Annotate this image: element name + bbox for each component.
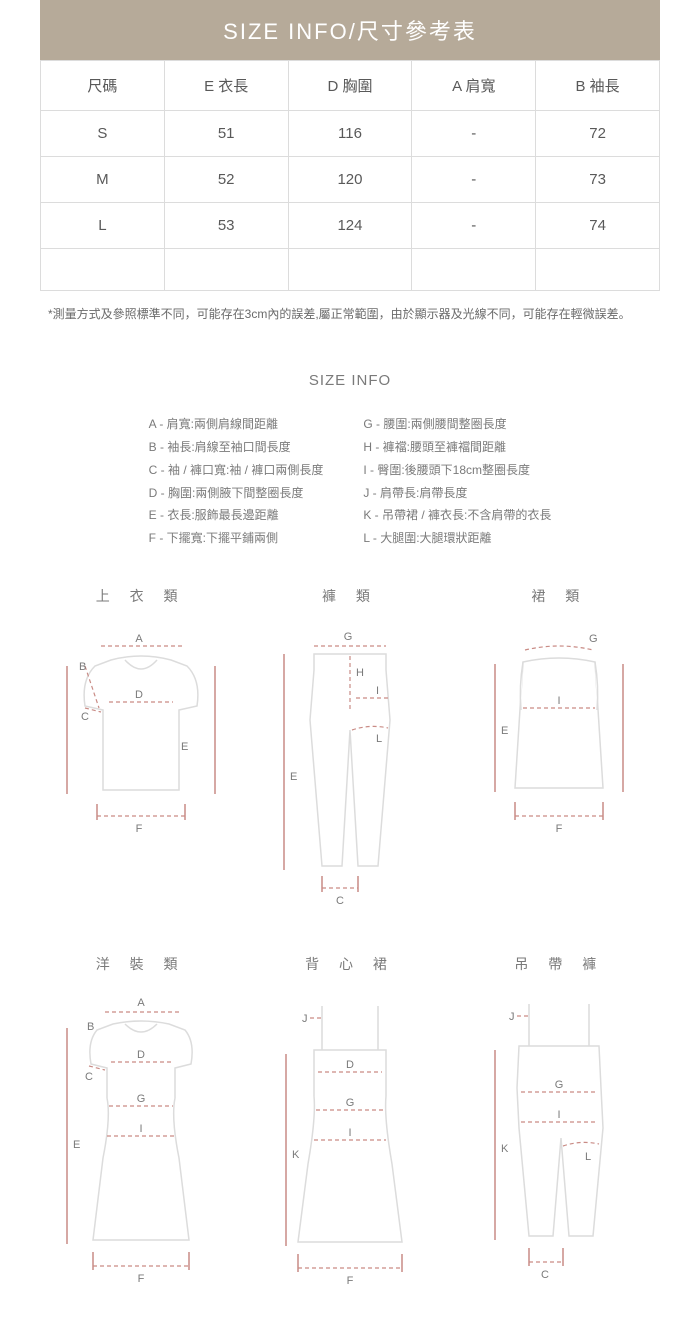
- table-cell: 51: [164, 111, 288, 157]
- table-cell: 120: [288, 157, 412, 203]
- svg-text:I: I: [139, 1123, 142, 1135]
- legend-item: L - 大腿圍:大腿環狀距離: [363, 527, 551, 550]
- table-cell: 74: [536, 203, 660, 249]
- svg-text:J: J: [509, 1011, 515, 1023]
- table-cell: 53: [164, 203, 288, 249]
- table-row-blank: [41, 249, 660, 291]
- col-length: E 衣長: [164, 61, 288, 111]
- legend-item: J - 肩帶長:肩帶長度: [363, 482, 551, 505]
- legend-left: A - 肩寬:兩側肩線間距離B - 袖長:肩線至袖口間長度C - 袖 / 褲口寬…: [149, 413, 324, 550]
- svg-text:G: G: [344, 631, 353, 643]
- legend: A - 肩寬:兩側肩線間距離B - 袖長:肩線至袖口間長度C - 袖 / 褲口寬…: [30, 413, 670, 550]
- size-info-heading: SIZE INFO: [30, 372, 670, 389]
- svg-text:D: D: [135, 689, 143, 701]
- svg-text:D: D: [346, 1059, 354, 1071]
- svg-text:H: H: [356, 667, 364, 679]
- table-cell: 116: [288, 111, 412, 157]
- svg-text:A: A: [135, 633, 143, 645]
- svg-text:L: L: [376, 733, 382, 745]
- table-cell: 73: [536, 157, 660, 203]
- pants-diagram-icon: G H I L E C: [260, 620, 440, 910]
- size-table: 尺碼 E 衣長 D 胸圍 A 肩寬 B 袖長 S51116-72M52120-7…: [40, 60, 660, 291]
- legend-right: G - 腰圍:兩側腰間整圈長度H - 褲襠:腰頭至褲襠間距離I - 臀圍:後腰頭…: [363, 413, 551, 550]
- table-cell: -: [412, 203, 536, 249]
- skirt-diagram-icon: G I E F: [469, 620, 649, 850]
- legend-item: E - 衣長:服飾最長邊距離: [149, 504, 324, 527]
- svg-text:D: D: [137, 1049, 145, 1061]
- diagram-top-title: 上 衣 類: [48, 586, 233, 606]
- legend-item: G - 腰圍:兩側腰間整圈長度: [363, 413, 551, 436]
- table-row: L53124-74: [41, 203, 660, 249]
- table-cell: L: [41, 203, 165, 249]
- svg-text:G: G: [589, 633, 598, 645]
- table-row: S51116-72: [41, 111, 660, 157]
- svg-text:L: L: [585, 1151, 591, 1163]
- diagram-pinafore: 背 心 裙 J D G I K F: [257, 954, 442, 1288]
- legend-item: D - 胸圍:兩側腋下間整圈長度: [149, 482, 324, 505]
- col-chest: D 胸圍: [288, 61, 412, 111]
- diagram-overalls: 吊 帶 褲 J G I L K C: [467, 954, 652, 1288]
- svg-text:G: G: [136, 1093, 145, 1105]
- svg-text:B: B: [87, 1021, 94, 1033]
- svg-text:A: A: [137, 997, 145, 1009]
- svg-text:E: E: [290, 771, 297, 783]
- svg-text:C: C: [85, 1071, 93, 1083]
- table-cell: 52: [164, 157, 288, 203]
- table-cell: -: [412, 157, 536, 203]
- legend-item: C - 袖 / 褲口寬:袖 / 褲口兩側長度: [149, 459, 324, 482]
- svg-text:K: K: [501, 1143, 509, 1155]
- legend-item: A - 肩寬:兩側肩線間距離: [149, 413, 324, 436]
- diagram-pants-title: 褲 類: [257, 586, 442, 606]
- dress-diagram-icon: A B C D G I E F: [51, 988, 231, 1288]
- legend-item: I - 臀圍:後腰頭下18cm整圈長度: [363, 459, 551, 482]
- size-table-title: SIZE INFO/尺寸參考表: [40, 0, 660, 60]
- svg-text:I: I: [376, 685, 379, 697]
- svg-text:C: C: [336, 895, 344, 907]
- overalls-diagram-icon: J G I L K C: [469, 988, 649, 1288]
- diagram-overalls-title: 吊 帶 褲: [467, 954, 652, 974]
- diagram-top: 上 衣 類 A B C D E F: [48, 586, 233, 910]
- table-cell: 124: [288, 203, 412, 249]
- diagram-dress: 洋 裝 類 A B C D G I E F: [48, 954, 233, 1288]
- diagram-grid: 上 衣 類 A B C D E F 褲 類: [30, 586, 670, 1288]
- table-row: M52120-73: [41, 157, 660, 203]
- table-cell: S: [41, 111, 165, 157]
- legend-item: B - 袖長:肩線至袖口間長度: [149, 436, 324, 459]
- svg-text:B: B: [79, 661, 86, 673]
- svg-text:E: E: [181, 741, 188, 753]
- col-size: 尺碼: [41, 61, 165, 111]
- svg-text:C: C: [541, 1269, 549, 1281]
- table-cell: 72: [536, 111, 660, 157]
- svg-text:E: E: [501, 725, 508, 737]
- svg-text:K: K: [292, 1149, 300, 1161]
- table-cell: M: [41, 157, 165, 203]
- svg-text:F: F: [347, 1275, 354, 1287]
- diagram-pinafore-title: 背 心 裙: [257, 954, 442, 974]
- legend-item: K - 吊帶裙 / 褲衣長:不含肩帶的衣長: [363, 504, 551, 527]
- svg-text:G: G: [346, 1097, 355, 1109]
- pinafore-diagram-icon: J D G I K F: [260, 988, 440, 1288]
- legend-item: F - 下擺寬:下擺平鋪兩側: [149, 527, 324, 550]
- diagram-pants: 褲 類 G H I L E C: [257, 586, 442, 910]
- svg-text:F: F: [135, 823, 142, 835]
- table-cell: -: [412, 111, 536, 157]
- svg-text:F: F: [137, 1273, 144, 1285]
- diagram-skirt: 裙 類 G I E F: [467, 586, 652, 910]
- svg-text:I: I: [348, 1127, 351, 1139]
- measurement-note: *測量方式及參照標準不同，可能存在3cm內的誤差,屬正常範圍，由於顯示器及光線不…: [40, 291, 660, 324]
- svg-text:C: C: [81, 711, 89, 723]
- svg-text:I: I: [558, 695, 561, 707]
- col-shoulder: A 肩寬: [412, 61, 536, 111]
- top-diagram-icon: A B C D E F: [51, 620, 231, 850]
- legend-item: H - 褲襠:腰頭至褲襠間距離: [363, 436, 551, 459]
- svg-text:F: F: [556, 823, 563, 835]
- svg-text:G: G: [555, 1079, 564, 1091]
- diagram-dress-title: 洋 裝 類: [48, 954, 233, 974]
- diagram-skirt-title: 裙 類: [467, 586, 652, 606]
- col-sleeve: B 袖長: [536, 61, 660, 111]
- svg-text:J: J: [302, 1013, 308, 1025]
- size-table-body: S51116-72M52120-73L53124-74: [41, 111, 660, 291]
- svg-text:E: E: [73, 1139, 80, 1151]
- svg-text:I: I: [558, 1109, 561, 1121]
